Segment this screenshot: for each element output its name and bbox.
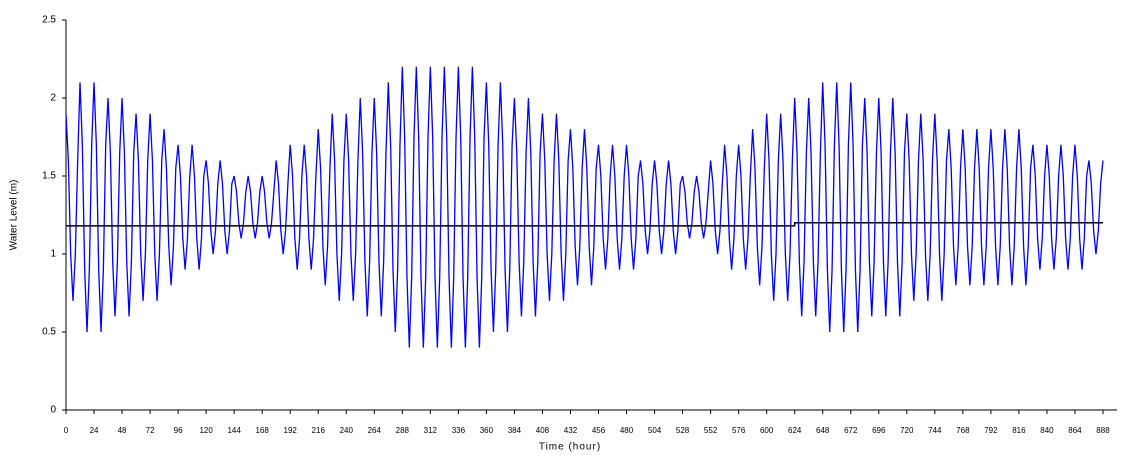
y-tick-label: 2 <box>50 93 56 104</box>
x-tick-label: 144 <box>227 426 241 435</box>
x-tick-label: 336 <box>452 426 466 435</box>
x-tick-label: 168 <box>256 426 270 435</box>
x-tick-label: 240 <box>340 426 354 435</box>
x-tick-label: 792 <box>984 426 998 435</box>
x-tick-label: 408 <box>536 426 550 435</box>
x-tick-label: 720 <box>900 426 914 435</box>
y-tick-label: 0.5 <box>42 327 56 338</box>
x-tick-label: 888 <box>1096 426 1110 435</box>
x-tick-label: 576 <box>732 426 746 435</box>
x-tick-label: 384 <box>508 426 522 435</box>
x-tick-label: 696 <box>872 426 886 435</box>
x-tick-label: 0 <box>64 426 69 435</box>
x-tick-label: 864 <box>1068 426 1082 435</box>
x-axis-label: Time (hour) <box>539 442 601 453</box>
y-tick-label: 0 <box>50 405 56 416</box>
y-tick-label: 1 <box>50 249 56 260</box>
x-tick-label: 264 <box>368 426 382 435</box>
x-tick-label: 288 <box>396 426 410 435</box>
y-axis-label: Water Level (m) <box>9 180 20 251</box>
x-tick-label: 840 <box>1040 426 1054 435</box>
x-tick-label: 744 <box>928 426 942 435</box>
x-tick-label: 552 <box>704 426 718 435</box>
x-tick-label: 768 <box>956 426 970 435</box>
x-tick-label: 312 <box>424 426 438 435</box>
x-tick-label: 600 <box>760 426 774 435</box>
x-tick-label: 528 <box>676 426 690 435</box>
x-tick-label: 480 <box>620 426 634 435</box>
y-tick-label: 2.5 <box>42 15 56 26</box>
mean-line <box>66 222 1103 227</box>
x-tick-label: 504 <box>648 426 662 435</box>
x-tick-label: 216 <box>312 426 326 435</box>
x-tick-label: 120 <box>199 426 213 435</box>
x-tick-label: 72 <box>146 426 155 435</box>
x-tick-label: 24 <box>90 426 99 435</box>
x-tick-label: 360 <box>480 426 494 435</box>
x-tick-label: 432 <box>564 426 578 435</box>
x-tick-label: 648 <box>816 426 830 435</box>
x-tick-label: 624 <box>788 426 802 435</box>
x-tick-label: 672 <box>844 426 858 435</box>
x-tick-label: 816 <box>1012 426 1026 435</box>
x-tick-label: 96 <box>174 426 183 435</box>
x-tick-label: 48 <box>118 426 127 435</box>
y-tick-label: 1.5 <box>42 171 56 182</box>
x-tick-label: 192 <box>284 426 298 435</box>
water-level-line <box>65 66 1104 348</box>
x-tick-label: 456 <box>592 426 606 435</box>
